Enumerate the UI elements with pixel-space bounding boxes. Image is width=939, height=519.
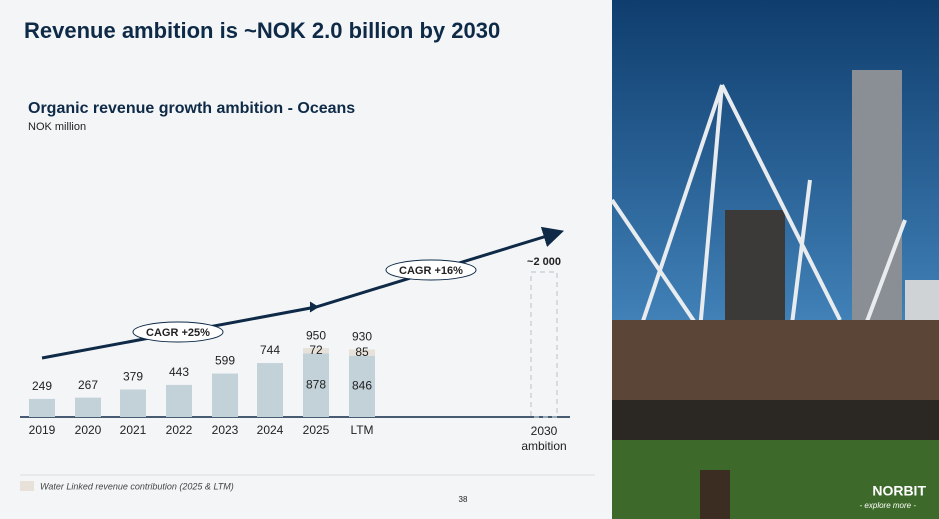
slide-title: Revenue ambition is ~NOK 2.0 billion by …	[24, 18, 500, 43]
x-tick-label: 2030 ambition	[521, 424, 567, 453]
x-tick-label: LTM	[350, 423, 373, 437]
legend-label: Water Linked revenue contribution (2025 …	[40, 481, 234, 491]
bar	[303, 348, 329, 354]
bar	[29, 398, 55, 417]
chart-subtitle: NOK million	[28, 121, 86, 133]
value-label: 443	[169, 365, 189, 379]
value-label: 878	[306, 377, 326, 391]
cagr-bubble	[385, 259, 477, 281]
arrow-head	[309, 301, 319, 313]
value-label: 599	[215, 354, 235, 368]
x-tick-label: 2023	[212, 423, 239, 437]
bar	[303, 353, 329, 417]
x-tick-label: 2021	[120, 423, 147, 437]
x-tick-label: 2022	[166, 423, 193, 437]
chart-title: Organic revenue growth ambition - Oceans	[28, 100, 355, 117]
x-tick-label: 2024	[257, 423, 284, 437]
bar	[257, 363, 283, 417]
total-label: 950	[306, 328, 326, 342]
value-label: 249	[32, 379, 52, 393]
cagr-label: CAGR +25%	[146, 327, 210, 339]
bar	[349, 355, 375, 417]
total-label: 930	[352, 330, 372, 344]
x-tick-label: 2019	[29, 423, 56, 437]
target-bar	[530, 271, 558, 418]
bar	[212, 373, 238, 417]
target-label: ~2 000	[527, 256, 561, 268]
x-tick-label: 2025	[303, 423, 330, 437]
cagr-label: CAGR +16%	[399, 265, 463, 277]
bar	[166, 384, 192, 417]
value-label: 744	[260, 343, 280, 357]
x-tick-label: 2020	[75, 423, 102, 437]
legend-swatch	[20, 481, 34, 491]
cagr-bubble	[132, 321, 224, 343]
value-label: 379	[123, 370, 143, 384]
bar	[75, 397, 101, 417]
growth-arrow	[41, 226, 565, 360]
logo: NORBIT	[872, 483, 926, 499]
photo	[610, 0, 939, 519]
page-number: 38	[459, 495, 468, 504]
value-label: 846	[352, 379, 372, 393]
logo-tagline: - explore more -	[860, 501, 917, 510]
value-label: 85	[355, 345, 369, 359]
bar	[120, 389, 146, 417]
value-label: 72	[309, 343, 323, 357]
bar	[349, 349, 375, 356]
value-label: 267	[78, 378, 98, 392]
